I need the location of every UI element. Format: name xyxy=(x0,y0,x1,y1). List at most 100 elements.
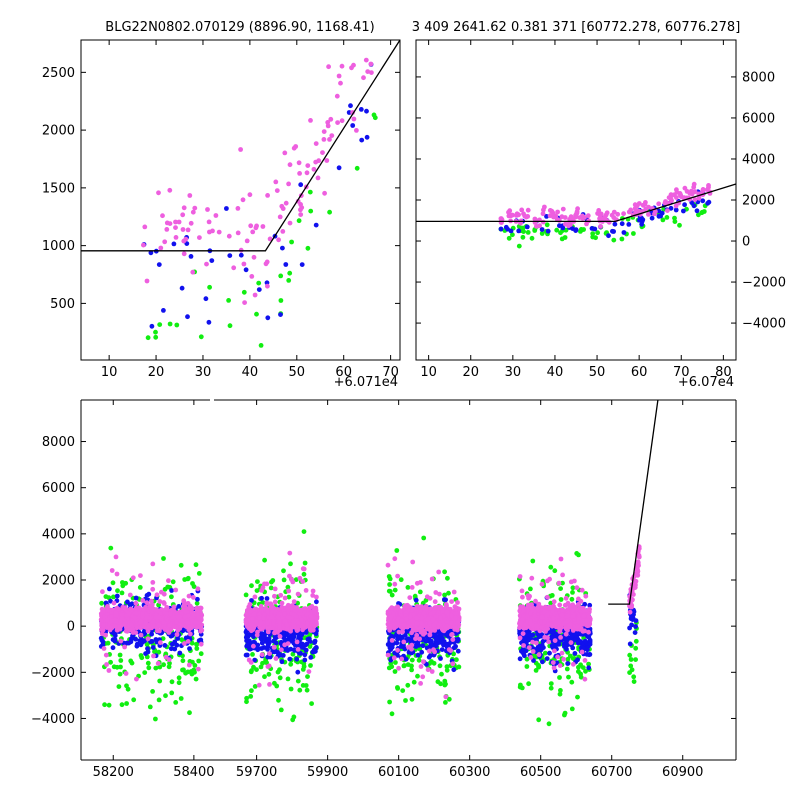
green-point xyxy=(142,670,148,675)
magenta-point xyxy=(107,627,113,633)
green-point xyxy=(110,580,116,586)
magenta-point xyxy=(634,203,640,209)
blue-point xyxy=(547,650,552,656)
magenta-point xyxy=(154,628,160,634)
magenta-point xyxy=(277,214,283,220)
green-point xyxy=(583,668,588,674)
magenta-point xyxy=(628,207,634,213)
magenta-point xyxy=(162,239,168,245)
green-point xyxy=(178,562,184,568)
magenta-point xyxy=(205,207,210,212)
blue-point xyxy=(586,634,592,640)
green-point xyxy=(454,657,459,663)
green-point xyxy=(633,657,638,662)
blue-point xyxy=(587,602,593,608)
green-point xyxy=(286,594,292,600)
blue-point xyxy=(560,225,566,231)
blue-point xyxy=(629,614,634,620)
green-point xyxy=(270,578,276,583)
magenta-point xyxy=(195,624,201,630)
y-tick-label: 2500 xyxy=(42,66,75,81)
green-point xyxy=(285,676,291,682)
magenta-point xyxy=(113,554,119,560)
magenta-point xyxy=(259,607,264,612)
magenta-point xyxy=(104,662,109,667)
magenta-point xyxy=(243,619,249,625)
green-point xyxy=(152,649,157,655)
y-tick-label: 4000 xyxy=(742,152,775,167)
magenta-point xyxy=(119,616,125,621)
green-point xyxy=(506,235,512,241)
green-point xyxy=(288,561,293,567)
blue-point xyxy=(419,649,425,655)
blue-point xyxy=(534,647,540,653)
green-point xyxy=(167,660,172,666)
magenta-point xyxy=(186,593,192,599)
green-point xyxy=(226,298,232,303)
blue-point xyxy=(415,652,421,658)
blue-point xyxy=(303,647,309,653)
bottom-axes: 58200 58400 59700 59900 60100 60300 60500 60700… xyxy=(31,399,737,780)
green-point xyxy=(281,568,286,574)
magenta-point xyxy=(691,184,697,190)
green-point xyxy=(631,674,637,680)
magenta-point xyxy=(166,657,172,662)
green-point xyxy=(677,222,682,228)
magenta-point xyxy=(156,622,162,628)
magenta-point xyxy=(598,224,603,229)
magenta-point xyxy=(104,617,110,623)
green-point xyxy=(187,710,192,716)
magenta-point xyxy=(611,215,617,221)
blue-point xyxy=(549,630,555,635)
blue-point xyxy=(206,319,212,325)
green-point xyxy=(395,685,400,690)
blue-point xyxy=(133,636,139,642)
green-point xyxy=(301,529,307,534)
blue-point xyxy=(280,245,285,251)
magenta-point xyxy=(321,137,327,142)
magenta-point xyxy=(273,656,279,661)
blue-point xyxy=(291,634,297,640)
green-point xyxy=(293,577,299,582)
magenta-point xyxy=(180,212,186,218)
magenta-point xyxy=(216,229,222,235)
green-point xyxy=(517,684,523,690)
magenta-point xyxy=(652,211,657,217)
green-point xyxy=(393,660,398,665)
green-point xyxy=(392,587,398,593)
magenta-point xyxy=(322,190,327,196)
green-point xyxy=(256,280,262,286)
magenta-point xyxy=(136,605,142,611)
magenta-point xyxy=(158,245,164,251)
magenta-point xyxy=(144,278,150,284)
blue-point xyxy=(673,207,679,213)
green-point xyxy=(398,577,404,583)
green-point xyxy=(124,701,129,706)
magenta-point xyxy=(106,607,112,613)
green-point xyxy=(558,597,564,602)
blue-point xyxy=(639,221,645,227)
magenta-point xyxy=(525,214,531,219)
magenta-point xyxy=(284,626,290,632)
magenta-point xyxy=(328,116,334,122)
magenta-point xyxy=(250,229,256,235)
blue-point xyxy=(259,640,265,646)
green-point xyxy=(664,215,670,220)
blue-point xyxy=(128,639,134,645)
magenta-point xyxy=(287,220,293,226)
top-right-title: 3 409 2641.62 0.381 371 [60772.278, 6077… xyxy=(412,20,741,35)
blue-point xyxy=(549,643,555,649)
y-tick-label: 1000 xyxy=(42,239,75,254)
green-point xyxy=(400,688,406,693)
magenta-point xyxy=(507,208,513,214)
x-tick-label: 30 xyxy=(195,365,212,380)
magenta-point xyxy=(127,627,133,633)
magenta-point xyxy=(195,586,201,592)
green-point xyxy=(309,701,314,706)
green-point xyxy=(278,273,284,279)
magenta-point xyxy=(311,166,317,172)
green-point xyxy=(108,545,114,551)
magenta-point xyxy=(122,606,128,612)
magenta-point xyxy=(287,550,293,556)
